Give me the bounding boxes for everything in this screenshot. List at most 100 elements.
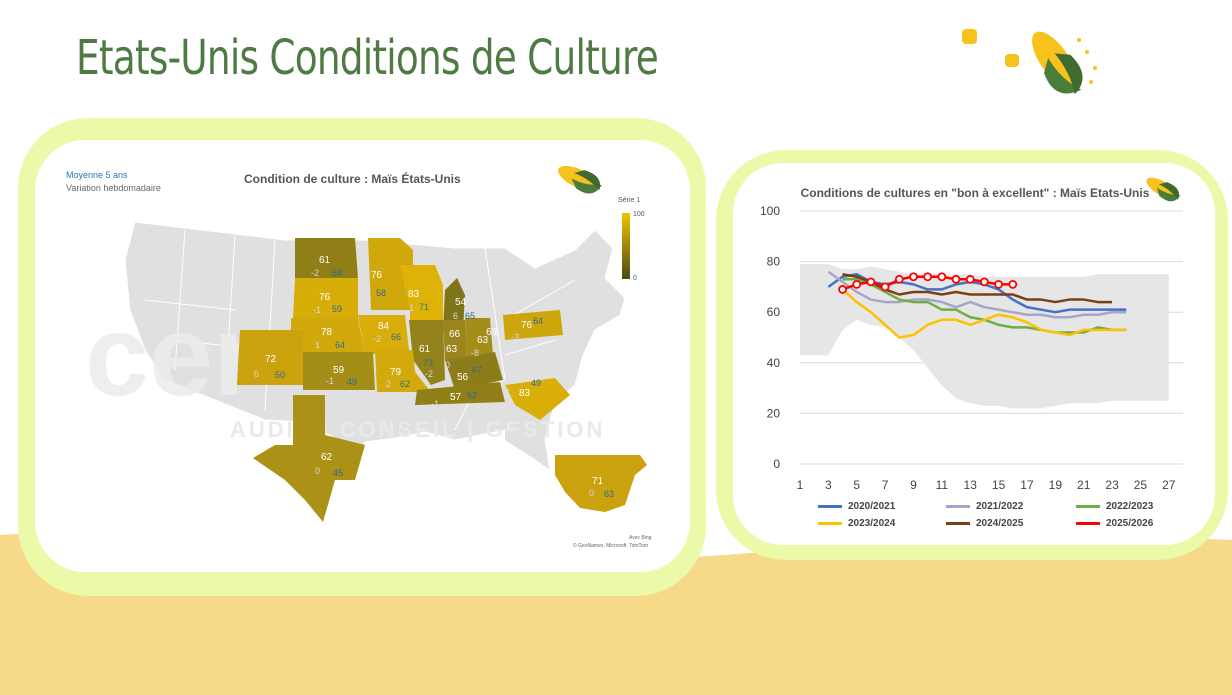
svg-text:-4: -4 — [440, 378, 448, 388]
chart-series — [827, 270, 1127, 339]
legend-item: 2021/2022 — [946, 501, 1023, 512]
series-point — [880, 282, 890, 292]
svg-text:58: 58 — [332, 268, 342, 278]
state-pennsylvania — [503, 310, 563, 340]
legend-label: 2022/2023 — [1106, 501, 1154, 512]
svg-text:62: 62 — [321, 452, 333, 463]
series-point — [852, 279, 862, 289]
legend-item: 2024/2025 — [946, 518, 1023, 529]
scale-min-label: 0 — [633, 275, 637, 282]
svg-text:78: 78 — [321, 327, 333, 338]
state-label-inset-map: 71 0 63 — [589, 476, 614, 499]
svg-text:6: 6 — [254, 369, 259, 379]
svg-text:61: 61 — [319, 255, 331, 266]
svg-text:-2: -2 — [425, 369, 433, 379]
legend-label: 2025/2026 — [1106, 518, 1154, 529]
svg-text:54: 54 — [455, 297, 467, 308]
svg-text:-1: -1 — [326, 376, 334, 386]
state-inset-map — [555, 455, 647, 512]
series-point — [951, 274, 961, 284]
series-point — [937, 272, 947, 282]
series-line-2021-2022 — [827, 270, 1127, 319]
svg-text:76: 76 — [521, 320, 533, 331]
legend-item: 2025/2026 — [1076, 518, 1153, 529]
svg-text:59: 59 — [333, 365, 345, 376]
state-label-kansas: 59 -1 49 — [326, 365, 357, 387]
x-tick-label: 19 — [1049, 478, 1063, 492]
chart-x-ticks: 1 3 5 7 9 11 13 15 17 19 21 23 25 27 — [797, 478, 1176, 492]
state-north-carolina — [505, 378, 570, 420]
svg-text:-8: -8 — [471, 348, 479, 358]
svg-text:0: 0 — [315, 466, 320, 476]
state-illinois — [409, 320, 445, 385]
state-label-tennessee: 57 -1 62 — [431, 390, 477, 409]
series-point — [909, 272, 918, 282]
svg-text:-1: -1 — [313, 305, 321, 315]
y-tick-label: 40 — [767, 356, 781, 370]
series-point — [866, 277, 876, 287]
us-map: cer AUDIT | CONSEIL | GESTION 61 -2 58 7… — [85, 221, 647, 522]
svg-text:63: 63 — [446, 344, 458, 355]
svg-text:-2: -2 — [311, 268, 319, 278]
x-tick-label: 15 — [992, 478, 1006, 492]
svg-text:-2: -2 — [373, 334, 381, 344]
legend-swatch — [946, 505, 970, 508]
svg-text:73: 73 — [423, 358, 433, 368]
state-nebraska — [291, 318, 365, 355]
legend-swatch — [818, 505, 842, 508]
svg-text:72: 72 — [265, 354, 277, 365]
svg-text:58: 58 — [376, 288, 386, 298]
state-label-texas: 62 0 45 — [315, 452, 343, 478]
x-tick-label: 21 — [1077, 478, 1091, 492]
state-north-dakota — [295, 238, 358, 278]
svg-text:64: 64 — [335, 340, 345, 350]
legend-item: 2022/2023 — [1076, 501, 1153, 512]
svg-text:76: 76 — [319, 292, 331, 303]
state-label-pennsylvania: 76 -3 64 — [511, 316, 543, 342]
corn-decoration-icon — [962, 29, 1097, 95]
svg-text:62: 62 — [400, 379, 410, 389]
y-tick-label: 20 — [767, 406, 781, 420]
watermark-brand: cer — [85, 292, 258, 420]
svg-text:6: 6 — [453, 311, 458, 321]
x-tick-label: 5 — [853, 478, 860, 492]
svg-text:56: 56 — [457, 372, 469, 383]
x-tick-label: 3 — [825, 478, 832, 492]
svg-text:57: 57 — [450, 392, 462, 403]
state-indiana — [443, 320, 467, 360]
state-label-indiana: 66 — [449, 329, 461, 340]
state-texas — [253, 395, 365, 522]
legend-label: 2021/2022 — [976, 501, 1024, 512]
map-legend-weekly-variation: Variation hebdomadaire — [66, 183, 161, 193]
color-scale-bar — [622, 213, 630, 279]
state-label-iowa: 84 -2 66 — [373, 321, 401, 344]
svg-text:-3: -3 — [511, 332, 519, 342]
svg-text:0: 0 — [504, 386, 509, 396]
state-label-wisconsin: 83 1 71 — [408, 289, 429, 313]
x-tick-label: 23 — [1105, 478, 1119, 492]
legend-swatch — [1076, 505, 1100, 508]
chart-title-text: Conditions de cultures en "bon à excelle… — [800, 186, 1150, 200]
y-tick-label: 80 — [767, 255, 781, 269]
svg-text:1: 1 — [409, 303, 414, 313]
legend-swatch — [946, 522, 970, 525]
svg-text:64: 64 — [533, 316, 543, 326]
svg-text:83: 83 — [408, 289, 420, 300]
state-label-minnesota: 76 2 58 — [363, 270, 386, 298]
svg-text:66: 66 — [391, 332, 401, 342]
series-line-2023-2024 — [841, 288, 1127, 339]
state-missouri — [375, 350, 431, 392]
svg-text:63: 63 — [486, 327, 498, 338]
state-minnesota — [368, 238, 413, 310]
state-label-indiana-ohio-lower: 63 0 — [445, 344, 458, 370]
svg-text:59: 59 — [332, 304, 342, 314]
state-label-ohio: 63 — [486, 327, 498, 338]
x-tick-label: 9 — [910, 478, 917, 492]
svg-text:63: 63 — [477, 335, 489, 346]
svg-text:61: 61 — [419, 344, 431, 355]
page-title: Etats-Unis Conditions de Culture — [76, 30, 659, 86]
state-label-north-carolina: 83 0 49 — [504, 378, 541, 399]
state-label-michigan: 54 6 65 — [453, 297, 475, 321]
svg-text:83: 83 — [519, 388, 531, 399]
x-tick-label: 13 — [964, 478, 978, 492]
